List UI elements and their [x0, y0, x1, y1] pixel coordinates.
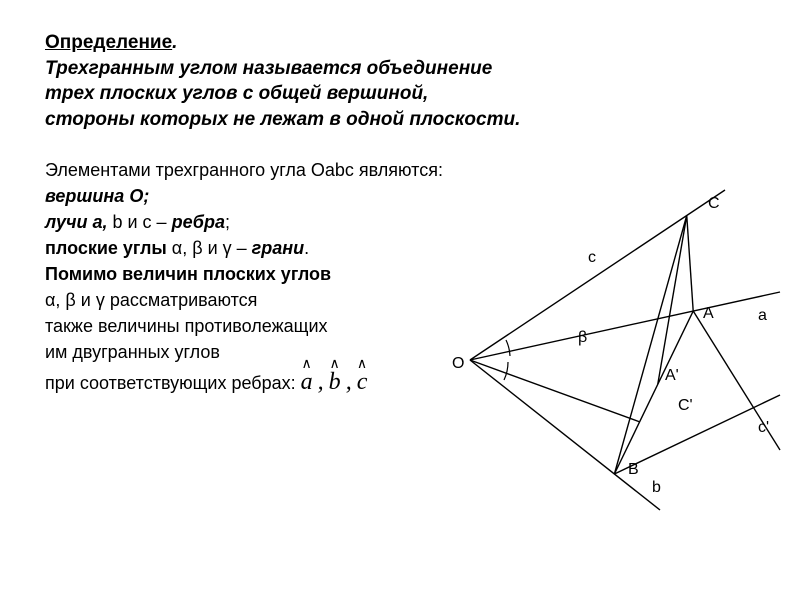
definition-line-3: стороны которых не лежат в одной плоскос… [45, 109, 520, 130]
faces-prefix: плоские углы [45, 238, 172, 258]
svg-text:c: c [588, 249, 596, 266]
besides-line-4: им двугранных углов [45, 339, 445, 365]
formula-angles: ∧a , ∧b , ∧c [301, 365, 368, 400]
svg-text:a: a [758, 307, 767, 324]
svg-text:c': c' [758, 419, 769, 436]
faces-suffix: грани [252, 238, 304, 258]
besides-line-5: при соответствующих ребрах: [45, 373, 301, 393]
definition-line-1: Трехгранным углом называется объединение [45, 58, 492, 79]
rays-mid: b и c – [107, 212, 171, 232]
vertex-label: вершина О; [45, 186, 149, 206]
svg-text:β: β [578, 329, 587, 346]
rays-suffix: ребра [172, 212, 225, 232]
definition-title: Определение [45, 32, 172, 53]
svg-text:A': A' [665, 367, 679, 384]
svg-text:O: O [452, 355, 464, 372]
svg-text:C': C' [678, 397, 693, 414]
definition-line-2: трех плоских углов с общей вершиной, [45, 83, 428, 104]
svg-text:A: A [703, 305, 714, 322]
svg-text:b: b [652, 479, 661, 496]
svg-text:B: B [628, 461, 639, 478]
elements-intro: Элементами трехгранного угла Oabc являют… [45, 157, 445, 183]
svg-text:C: C [708, 195, 720, 212]
geometry-diagram: Oa b c c' A B C A' C' β [450, 180, 790, 520]
besides-line-1: Помимо величин плоских углов [45, 261, 445, 287]
besides-line-3: также величины противолежащих [45, 313, 445, 339]
definition-block: Определение. Трехгранным углом называетс… [45, 30, 755, 133]
rays-prefix: лучи а, [45, 212, 107, 232]
